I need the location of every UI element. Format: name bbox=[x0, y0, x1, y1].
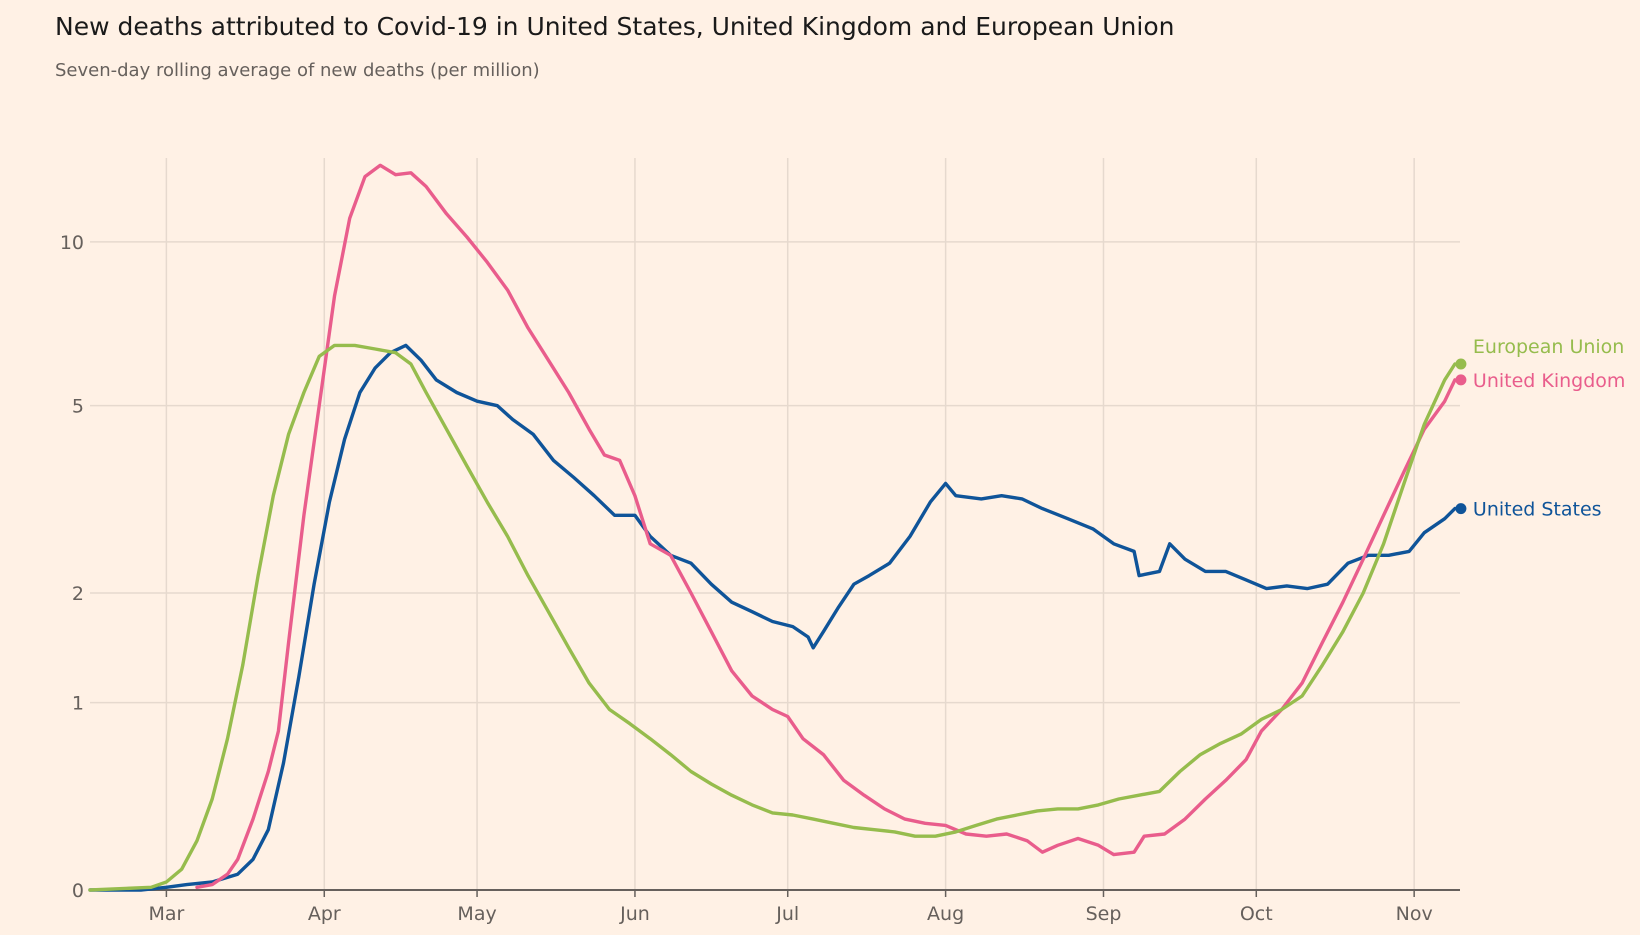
y-tick-label: 2 bbox=[72, 583, 84, 605]
x-tick-label: Mar bbox=[148, 903, 184, 925]
x-tick-label: Jul bbox=[775, 903, 799, 925]
x-tick-label: Nov bbox=[1396, 903, 1433, 925]
y-tick-label: 0 bbox=[72, 880, 84, 902]
x-tick-label: May bbox=[457, 903, 496, 925]
series-end-dot bbox=[1455, 374, 1467, 386]
series-end-dot bbox=[1455, 503, 1467, 515]
series-end-label: United States bbox=[1473, 499, 1602, 521]
axis-layer: Mar Apr May Jun Jul Aug Sep Oct Nov 0 1 2 5 10 bbox=[60, 232, 1460, 925]
series-end-dot bbox=[1455, 358, 1467, 370]
chart-subtitle: Seven-day rolling average of new deaths … bbox=[55, 60, 540, 81]
x-tick-label: Jun bbox=[619, 903, 650, 925]
x-tick-label: Aug bbox=[927, 903, 964, 925]
y-tick-label: 10 bbox=[60, 232, 84, 254]
series-end-label: European Union bbox=[1473, 336, 1624, 358]
series-layer bbox=[88, 163, 1467, 892]
series-line-united-states bbox=[88, 343, 1457, 892]
x-tick-label: Apr bbox=[308, 903, 341, 925]
x-tick-label: Sep bbox=[1086, 903, 1122, 925]
grid-layer bbox=[90, 158, 1460, 890]
y-tick-label: 1 bbox=[72, 693, 84, 715]
end-label-layer: United States United Kingdom European Unio… bbox=[1473, 336, 1626, 521]
chart-title: New deaths attributed to Covid-19 in Uni… bbox=[55, 12, 1175, 41]
y-tick-label: 5 bbox=[72, 396, 84, 418]
x-tick-label: Oct bbox=[1240, 903, 1273, 925]
series-line-united-kingdom bbox=[195, 163, 1457, 889]
series-end-label: United Kingdom bbox=[1473, 370, 1626, 392]
series-line-european-union bbox=[88, 343, 1457, 892]
